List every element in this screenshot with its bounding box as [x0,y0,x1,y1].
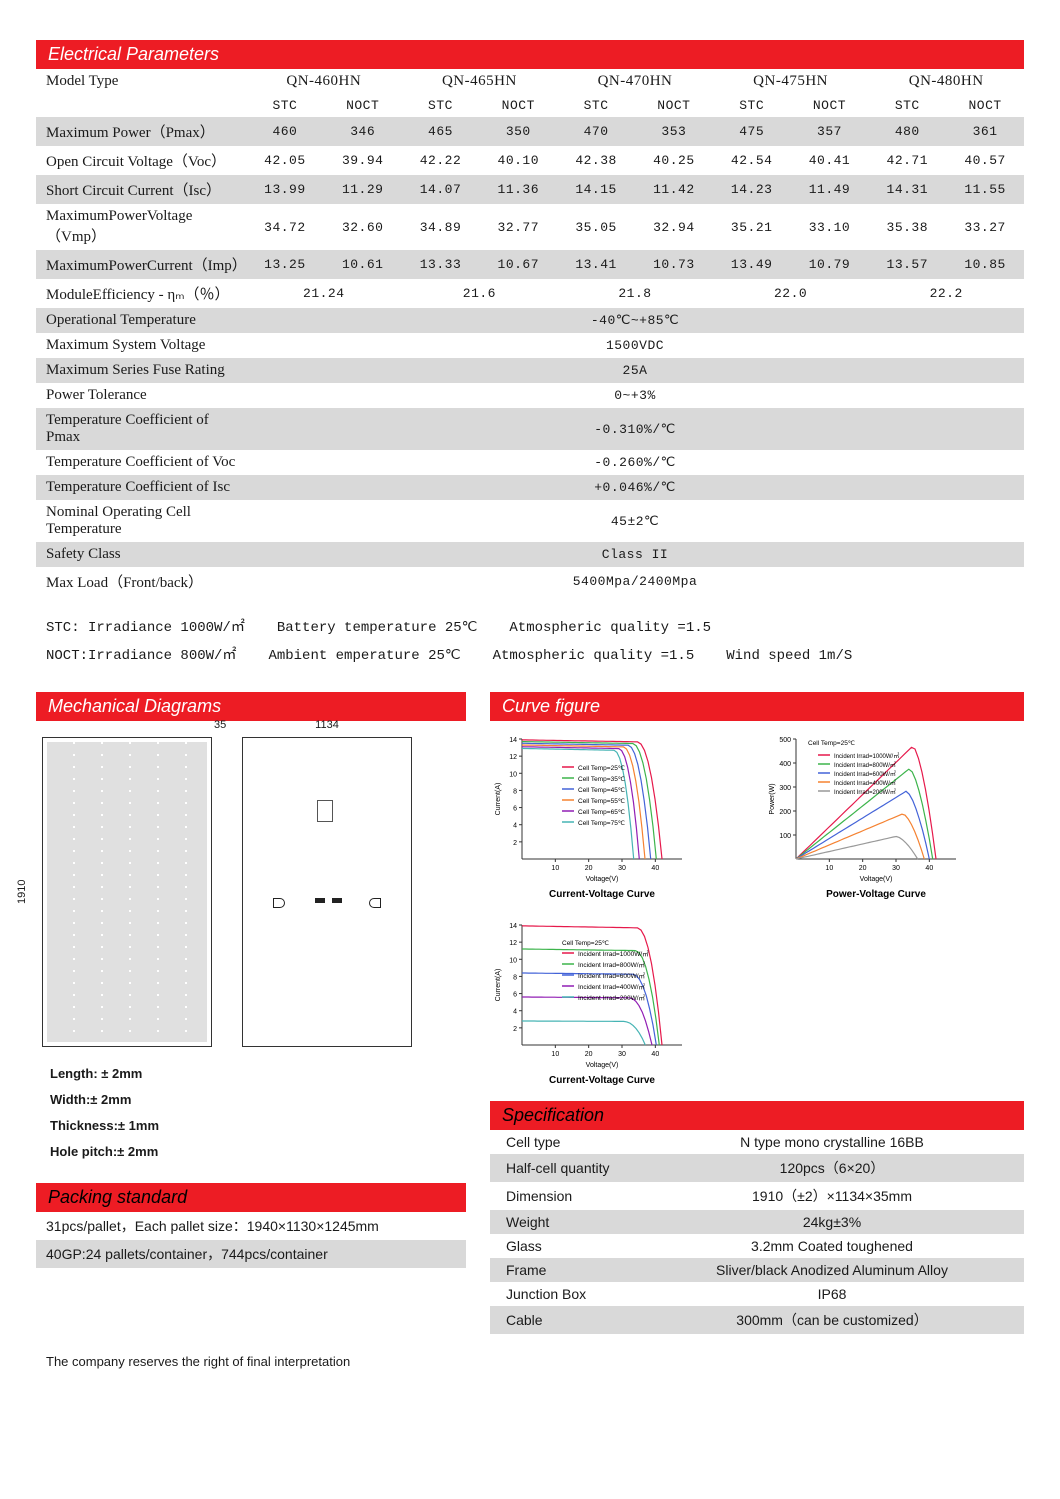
mechanical-diagram: 1910 35 1134 [42,737,460,1047]
note-noct-irr: NOCT:Irradiance 800W/㎡ [46,642,236,670]
tolerance-item: Width:± 2mm [50,1087,466,1113]
svg-text:2: 2 [513,840,517,847]
svg-text:Cell Temp=35℃: Cell Temp=35℃ [578,776,626,783]
svg-text:Cell Temp=55℃: Cell Temp=55℃ [578,798,626,805]
svg-text:Incident Irrad=1000W/㎡: Incident Irrad=1000W/㎡ [834,752,899,760]
svg-text:10: 10 [551,865,559,872]
svg-text:Incident Irrad=400W/㎡: Incident Irrad=400W/㎡ [834,779,896,787]
svg-text:12: 12 [509,940,517,947]
svg-text:10: 10 [509,957,517,964]
svg-text:14: 14 [509,737,517,744]
svg-text:10: 10 [551,1051,559,1058]
pv-chart: 100 200 300 400 500 10 20 30 40 Voltage(V) Power(W… [764,729,1024,901]
svg-text:30: 30 [892,865,900,872]
svg-text:12: 12 [509,754,517,761]
note-noct-temp: Ambient emperature 25℃ [268,642,460,670]
svg-text:Incident Irrad=200W/㎡: Incident Irrad=200W/㎡ [578,993,646,1002]
svg-text:Voltage(V): Voltage(V) [586,876,619,883]
charts-container: 2 4 6 8 10 12 14 10 20 30 40 Voltage(V) Current(A) C… [490,729,1024,1087]
condition-notes: STC: Irradiance 1000W/㎡ Battery temperat… [46,614,1024,670]
svg-text:Voltage(V): Voltage(V) [860,876,893,883]
curve-header: Curve figure [490,692,1024,721]
svg-text:300: 300 [779,785,791,792]
svg-text:4: 4 [513,1009,517,1016]
packing-row-0: 31pcs/pallet，Each pallet size：1940×1130×… [36,1212,466,1240]
tolerance-item: Length: ± 2mm [50,1061,466,1087]
svg-text:40: 40 [651,865,659,872]
svg-text:Cell Temp=25℃: Cell Temp=25℃ [808,740,856,747]
svg-text:Incident Irrad=600W/㎡: Incident Irrad=600W/㎡ [834,770,896,778]
panel-back-view [242,737,412,1047]
packing-row-1: 40GP:24 pallets/container，744pcs/contain… [36,1240,466,1268]
svg-text:4: 4 [513,823,517,830]
svg-text:Cell Temp=65℃: Cell Temp=65℃ [578,809,626,816]
packing-table: 31pcs/pallet，Each pallet size：1940×1130×… [36,1212,466,1268]
svg-text:Incident Irrad=800W/㎡: Incident Irrad=800W/㎡ [578,960,646,969]
svg-text:2: 2 [513,1026,517,1033]
mechanical-header: Mechanical Diagrams [36,692,466,721]
svg-text:30: 30 [618,865,626,872]
spec-table: Cell typeN type mono crystalline 16BBHal… [490,1130,1024,1334]
svg-text:100: 100 [779,833,791,840]
svg-text:Incident Irrad=400W/㎡: Incident Irrad=400W/㎡ [578,982,646,991]
svg-text:20: 20 [585,1051,593,1058]
dim-width: 1134 [242,719,412,731]
svg-text:14: 14 [509,923,517,930]
note-stc-atm: Atmospheric quality =1.5 [509,614,711,642]
tolerance-list: Length: ± 2mmWidth:± 2mmThickness:± 1mmH… [50,1061,466,1165]
svg-text:6: 6 [513,992,517,999]
tolerance-item: Hole pitch:± 2mm [50,1139,466,1165]
svg-text:Incident Irrad=200W/㎡: Incident Irrad=200W/㎡ [834,788,896,796]
svg-text:20: 20 [859,865,867,872]
svg-text:40: 40 [651,1051,659,1058]
svg-text:8: 8 [513,974,517,981]
svg-text:Current(A): Current(A) [495,783,502,816]
svg-text:400: 400 [779,761,791,768]
electrical-header: Electrical Parameters [36,40,1024,69]
svg-text:6: 6 [513,806,517,813]
svg-text:Cell Temp=75℃: Cell Temp=75℃ [578,820,626,827]
svg-text:Power-Voltage Curve: Power-Voltage Curve [826,889,926,900]
svg-text:8: 8 [513,788,517,795]
svg-text:Current-Voltage Curve: Current-Voltage Curve [549,889,655,900]
svg-text:Current-Voltage Curve: Current-Voltage Curve [549,1075,655,1086]
svg-text:30: 30 [618,1051,626,1058]
svg-text:10: 10 [509,771,517,778]
note-noct-atm: Atmospheric quality =1.5 [493,642,695,670]
footer-note: The company reserves the right of final … [36,1354,1024,1369]
spec-header: Specification [490,1101,1024,1130]
note-stc-temp: Battery temperature 25℃ [277,614,478,642]
svg-text:Cell Temp=25℃: Cell Temp=25℃ [578,765,626,772]
panel-front-view [42,737,212,1047]
note-noct-wind: Wind speed 1m/S [726,642,852,670]
svg-text:Voltage(V): Voltage(V) [586,1062,619,1069]
svg-text:Current(A): Current(A) [495,969,502,1002]
dim-offset: 35 [214,719,226,731]
svg-text:200: 200 [779,809,791,816]
iv-chart: 2 4 6 8 10 12 14 10 20 30 40 Voltage(V) Current(A) C… [490,915,750,1087]
note-stc-irr: STC: Irradiance 1000W/㎡ [46,614,245,642]
electrical-table: Model TypeQN-460HNQN-465HNQN-470HNQN-475… [36,69,1024,596]
dim-height: 1910 [16,737,28,1047]
tolerance-item: Thickness:± 1mm [50,1113,466,1139]
svg-text:Power(W): Power(W) [769,783,776,814]
packing-header: Packing standard [36,1183,466,1212]
iv-chart: 2 4 6 8 10 12 14 10 20 30 40 Voltage(V) Current(A) C… [490,729,750,901]
svg-text:Cell Temp=45℃: Cell Temp=45℃ [578,787,626,794]
svg-text:40: 40 [925,865,933,872]
svg-text:10: 10 [825,865,833,872]
svg-text:Incident Irrad=1000W/㎡: Incident Irrad=1000W/㎡ [578,949,649,958]
svg-text:20: 20 [585,865,593,872]
svg-text:Incident Irrad=600W/㎡: Incident Irrad=600W/㎡ [578,971,646,980]
svg-text:Incident Irrad=800W/㎡: Incident Irrad=800W/㎡ [834,761,896,769]
svg-text:500: 500 [779,737,791,744]
svg-text:Cell Temp=25℃: Cell Temp=25℃ [562,940,610,947]
